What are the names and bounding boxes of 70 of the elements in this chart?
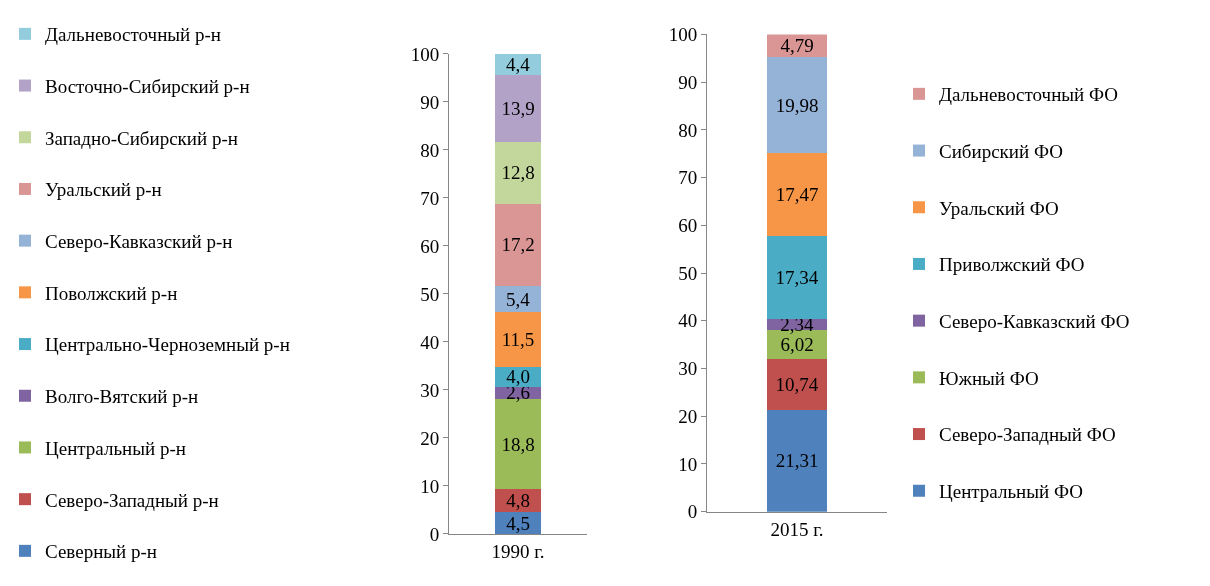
data-label: 10,74	[775, 373, 819, 395]
bar	[495, 203, 541, 287]
data-label: 19,98	[775, 94, 819, 116]
x-tick-label: 1990 г.	[491, 540, 545, 562]
legend-label: Северо-Западный р-н	[45, 489, 219, 511]
legend-label: Дальневосточный ФО	[939, 84, 1118, 106]
bar	[767, 358, 827, 411]
y-tick-label: 80	[420, 139, 440, 161]
y-tick-label: 60	[420, 235, 440, 257]
data-label: 17,47	[775, 183, 819, 205]
legend-label: Северо-Кавказский р-н	[45, 231, 233, 253]
data-label: 4,0	[506, 366, 530, 388]
y-tick-label: 100	[668, 24, 698, 46]
bar	[767, 410, 827, 512]
data-label: 4,5	[506, 512, 530, 534]
legend-label: Северо-Западный ФО	[939, 424, 1116, 446]
y-tick-label: 30	[678, 358, 698, 380]
y-tick-label: 70	[420, 187, 440, 209]
legend-label: Центрально-Черноземный р-н	[45, 334, 290, 356]
legend-label: Уральский ФО	[939, 197, 1059, 219]
legend-label: Приволжский ФО	[939, 254, 1085, 276]
bar	[495, 142, 541, 204]
legend-label: Поволжский р-н	[45, 282, 178, 304]
data-label: 11,5	[501, 329, 535, 351]
x-tick-label: 2015 г.	[770, 518, 824, 540]
legend-label: Дальневосточный р-н	[45, 24, 222, 46]
y-tick-label: 10	[420, 475, 440, 497]
y-tick-label: 0	[429, 523, 440, 545]
bar	[495, 312, 541, 368]
y-tick-label: 90	[678, 71, 698, 93]
data-label: 13,9	[501, 98, 535, 120]
legend-label: Волго-Вятский р-н	[45, 386, 199, 408]
legend-label: Южный ФО	[939, 367, 1039, 389]
y-tick-label: 20	[678, 405, 698, 427]
y-tick-label: 100	[410, 43, 440, 65]
y-tick-label: 40	[420, 331, 440, 353]
y-tick-label: 50	[420, 283, 440, 305]
y-tick-label: 50	[678, 262, 698, 284]
y-tick-label: 10	[678, 453, 698, 475]
legend-label: Центральный р-н	[45, 437, 186, 459]
legend-label: Восточно-Сибирский р-н	[45, 75, 250, 97]
y-tick-label: 70	[678, 167, 698, 189]
bar	[767, 152, 827, 237]
data-label: 4,79	[780, 35, 814, 57]
data-label: 21,31	[775, 450, 819, 472]
data-label: 17,2	[501, 234, 535, 256]
y-tick-label: 90	[420, 91, 440, 113]
legend-label: Северо-Кавказский ФО	[939, 311, 1130, 333]
y-tick-label: 40	[678, 310, 698, 332]
data-label: 6,02	[780, 333, 814, 355]
y-tick-label: 20	[420, 427, 440, 449]
data-label: 17,34	[775, 266, 819, 288]
legend-label: Северный р-н	[45, 541, 157, 563]
y-tick-label: 80	[678, 119, 698, 141]
legend-label: Центральный ФО	[939, 481, 1083, 503]
legend-label: Западно-Сибирский р-н	[45, 127, 238, 149]
data-label: 4,8	[506, 490, 530, 512]
legend-label: Уральский р-н	[45, 179, 162, 201]
bar	[495, 286, 541, 313]
y-tick-label: 30	[420, 379, 440, 401]
data-label: 18,8	[501, 433, 535, 455]
bar	[767, 236, 827, 319]
data-label: 5,4	[505, 288, 531, 310]
data-label: 12,8	[501, 162, 535, 184]
legend-label: Сибирский ФО	[939, 140, 1063, 162]
y-tick-label: 0	[687, 501, 698, 523]
y-tick-label: 60	[678, 214, 698, 236]
bar	[495, 75, 541, 143]
bar	[767, 57, 827, 153]
data-label: 4,4	[505, 54, 531, 76]
